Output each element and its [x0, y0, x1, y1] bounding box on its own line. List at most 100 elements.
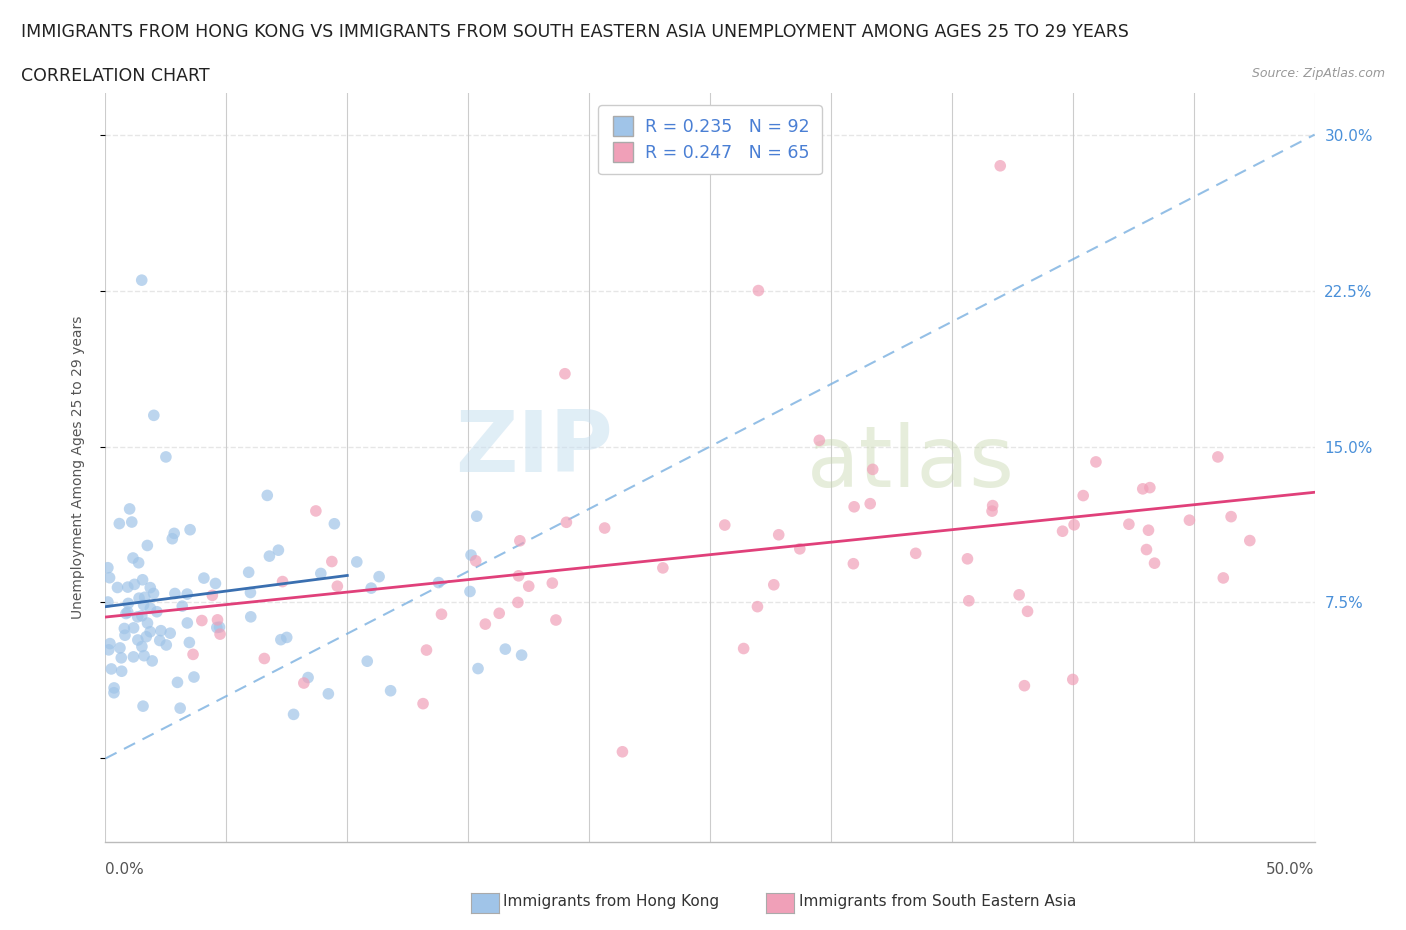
Point [155, 638, 177, 653]
Point [146, 604, 169, 619]
Point [193, 571, 215, 586]
Point [305, 503, 328, 518]
Text: atlas: atlas [807, 422, 1015, 505]
Point [207, 613, 229, 628]
Point [1084, 455, 1107, 470]
Point [326, 578, 349, 593]
Point [239, 585, 262, 600]
Point [1220, 510, 1243, 525]
Point [1139, 480, 1161, 495]
Point [169, 700, 191, 715]
Point [204, 576, 226, 591]
Point [789, 541, 811, 556]
Point [844, 499, 866, 514]
Point [176, 616, 198, 631]
Point [98, 570, 121, 585]
Point [713, 518, 735, 533]
Point [191, 613, 214, 628]
Point [467, 661, 489, 676]
Point [239, 609, 262, 624]
Point [957, 593, 980, 608]
Point [267, 543, 290, 558]
Point [1062, 672, 1084, 687]
Text: 50.0%: 50.0% [1267, 862, 1315, 877]
Point [271, 574, 294, 589]
Point [544, 613, 567, 628]
Point [1118, 517, 1140, 532]
Point [309, 566, 332, 581]
Point [122, 620, 145, 635]
Point [904, 546, 927, 561]
Point [283, 707, 305, 722]
Point [517, 578, 540, 593]
Point [108, 516, 131, 531]
Point [1063, 517, 1085, 532]
Point [368, 569, 391, 584]
Point [134, 590, 156, 604]
Point [117, 604, 139, 619]
Point [509, 533, 531, 548]
Point [131, 572, 153, 587]
Point [1071, 488, 1094, 503]
Point [172, 599, 194, 614]
Point [110, 650, 132, 665]
Point [142, 586, 165, 601]
Y-axis label: Unemployment Among Ages 25 to 29 years: Unemployment Among Ages 25 to 29 years [70, 315, 84, 619]
Point [360, 580, 382, 595]
Point [318, 686, 340, 701]
Point [132, 597, 155, 612]
Point [733, 641, 755, 656]
Point [981, 504, 1004, 519]
Point [415, 643, 437, 658]
Point [458, 584, 481, 599]
Text: ZIP: ZIP [456, 407, 613, 490]
Point [128, 555, 150, 570]
Point [208, 619, 231, 634]
Text: 0.0%: 0.0% [105, 862, 145, 877]
Point [97, 643, 120, 658]
Point [276, 630, 298, 644]
Point [114, 628, 136, 643]
Point [121, 514, 143, 529]
Point [808, 432, 831, 447]
Point [1017, 604, 1039, 618]
Point [1008, 588, 1031, 603]
Point [859, 497, 882, 512]
Point [149, 633, 172, 648]
Point [131, 272, 153, 287]
Point [163, 586, 186, 601]
Point [862, 462, 884, 477]
Point [1143, 556, 1166, 571]
Point [127, 632, 149, 647]
Point [181, 647, 204, 662]
Point [132, 698, 155, 713]
Point [412, 697, 434, 711]
Point [842, 556, 865, 571]
Point [162, 531, 184, 546]
Point [122, 649, 145, 664]
Point [323, 516, 346, 531]
Point [122, 551, 145, 565]
Point [510, 647, 533, 662]
Point [1212, 570, 1234, 585]
Point [474, 617, 496, 631]
Point [593, 521, 616, 536]
Point [1137, 523, 1160, 538]
Point [651, 561, 673, 576]
Point [159, 626, 181, 641]
Point [136, 616, 159, 631]
Point [380, 684, 402, 698]
Point [205, 620, 228, 635]
Point [100, 661, 122, 676]
Legend: R = 0.235   N = 92, R = 0.247   N = 65: R = 0.235 N = 92, R = 0.247 N = 65 [598, 105, 823, 175]
Point [163, 526, 186, 541]
Point [460, 548, 482, 563]
Point [1052, 524, 1074, 538]
Point [259, 549, 281, 564]
Point [132, 648, 155, 663]
Point [555, 515, 578, 530]
Point [554, 366, 576, 381]
Point [1132, 482, 1154, 497]
Point [747, 283, 769, 298]
Point [107, 580, 129, 595]
